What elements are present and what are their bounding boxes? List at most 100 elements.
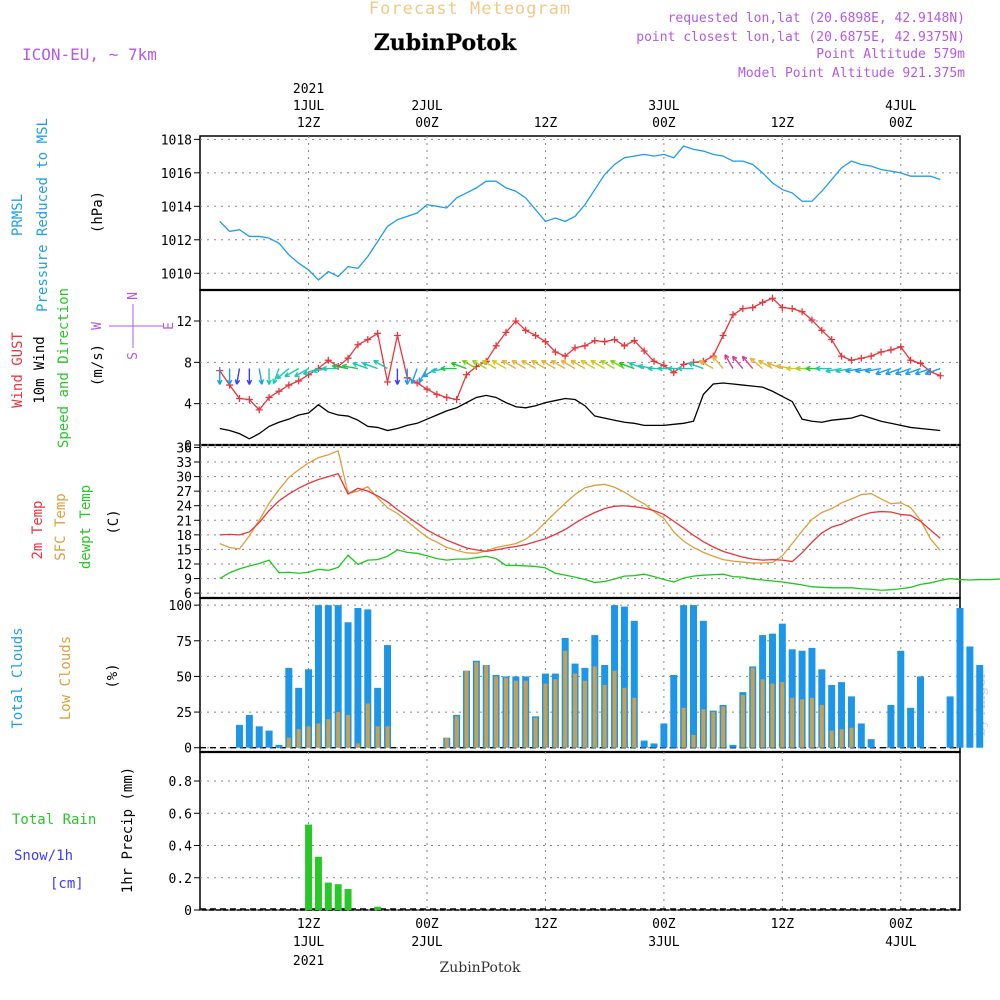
y-tick-label: 15 bbox=[176, 543, 192, 558]
y-tick-label: 0.6 bbox=[169, 807, 192, 822]
low-cloud-bar bbox=[484, 665, 489, 748]
gust-marker bbox=[453, 396, 461, 404]
top-day-label: 1JUL bbox=[293, 99, 324, 114]
top-hour-label: 12Z bbox=[771, 116, 795, 131]
total-cloud-bar bbox=[690, 605, 698, 748]
total-cloud-bar bbox=[847, 696, 855, 748]
gust-marker bbox=[344, 354, 352, 362]
low-cloud-bar bbox=[691, 734, 696, 748]
y-tick-label: 0.8 bbox=[169, 775, 192, 790]
total-cloud-bar bbox=[255, 726, 263, 748]
total-cloud-bar bbox=[374, 687, 382, 748]
total-cloud-bar bbox=[867, 739, 875, 748]
bottom-year-label: 2021 bbox=[293, 954, 324, 969]
wind-arrow bbox=[609, 359, 625, 370]
low-cloud-bar bbox=[543, 683, 548, 748]
bottom-location: ZubinPotok bbox=[439, 960, 521, 976]
wind-arrow bbox=[618, 361, 635, 370]
bottom-day-label: 3JUL bbox=[648, 935, 679, 950]
low-cloud-bar bbox=[809, 697, 814, 748]
total-cloud-bar bbox=[265, 730, 273, 748]
wind10-label: 10m Wind bbox=[32, 336, 48, 403]
top-hour-label: 00Z bbox=[652, 116, 676, 131]
bottom-day-label: 4JUL bbox=[885, 935, 916, 950]
low-cloud-bar bbox=[553, 679, 558, 748]
y-tick-label: 6 bbox=[184, 587, 192, 602]
wind-arrow bbox=[531, 359, 546, 370]
gust-marker bbox=[857, 354, 865, 362]
rain-bar bbox=[305, 824, 313, 910]
gust-marker bbox=[818, 326, 826, 334]
total-cloud-bar bbox=[680, 605, 688, 748]
wind-arrow bbox=[491, 359, 507, 370]
low-cloud-bar bbox=[454, 716, 459, 748]
low-cloud-bar bbox=[800, 699, 805, 748]
top-year-label: 2021 bbox=[293, 82, 324, 97]
total-cloud-bar bbox=[334, 605, 342, 748]
rain-bar bbox=[324, 882, 332, 910]
low-cloud-bar bbox=[513, 680, 518, 748]
gust-marker bbox=[285, 381, 293, 389]
y-tick-label: 9 bbox=[184, 573, 192, 588]
low-cloud-bar bbox=[582, 680, 587, 748]
wind-arrow bbox=[895, 367, 911, 376]
dewpt-line bbox=[219, 549, 1000, 591]
gust-marker bbox=[561, 352, 569, 360]
point-altitude: Point Altitude 579m bbox=[816, 47, 965, 62]
low-cloud-bar bbox=[829, 730, 834, 748]
bottom-day-label: 1JUL bbox=[293, 935, 324, 950]
snow-label: Snow/1h bbox=[14, 848, 73, 864]
wind-arrow bbox=[410, 368, 418, 385]
low-cloud-bar bbox=[632, 697, 637, 748]
gust-marker bbox=[324, 356, 332, 364]
wind-arrow bbox=[284, 367, 300, 378]
low-cloud-bar bbox=[444, 737, 449, 748]
top-hour-label: 00Z bbox=[415, 116, 439, 131]
low-cloud-bar bbox=[612, 670, 617, 748]
total-cloud-bar bbox=[838, 682, 846, 748]
gust-marker bbox=[502, 328, 510, 336]
gust-marker bbox=[887, 346, 895, 354]
total-cloud-bar bbox=[887, 704, 895, 748]
panel-frame bbox=[199, 597, 961, 753]
y-tick-label: 30 bbox=[176, 471, 192, 486]
faded-title: Forecast Meteogram bbox=[369, 0, 571, 19]
gust-marker bbox=[541, 338, 549, 346]
wind-arrow bbox=[511, 359, 527, 370]
low-cloud-bar bbox=[336, 712, 341, 748]
low-cloud-bar bbox=[286, 737, 291, 748]
panel-frame bbox=[199, 135, 961, 291]
rain-bar bbox=[334, 884, 342, 910]
t2m-line bbox=[219, 472, 941, 563]
wind-speed-line bbox=[219, 382, 941, 440]
gust-marker bbox=[660, 361, 668, 369]
low-cloud-bar bbox=[346, 714, 351, 748]
low-cloud-bar bbox=[790, 697, 795, 748]
total-cloud-bar bbox=[650, 743, 658, 748]
gust-marker bbox=[492, 342, 500, 350]
gust-marker bbox=[275, 387, 283, 395]
wind-arrow bbox=[590, 359, 606, 370]
gust-marker bbox=[650, 357, 658, 365]
gust-marker bbox=[433, 390, 441, 398]
low-cloud-bar bbox=[721, 706, 726, 748]
gust-marker bbox=[512, 317, 520, 325]
total-cloud-bar bbox=[699, 620, 707, 748]
bottom-hour-label: 12Z bbox=[771, 917, 795, 932]
total-cloud-bar bbox=[660, 723, 668, 748]
gust-marker bbox=[611, 336, 619, 344]
gust-marker bbox=[295, 377, 303, 385]
gust-marker bbox=[759, 298, 767, 306]
total-cloud-bar bbox=[344, 622, 352, 748]
compass-west: W bbox=[90, 322, 105, 330]
low-cloud-bar bbox=[296, 729, 301, 748]
low-cloud-bar bbox=[573, 673, 578, 748]
gust-marker bbox=[739, 305, 747, 313]
low-cloud-bar bbox=[740, 694, 745, 748]
wind-arrow bbox=[352, 361, 369, 370]
total-cloud-bar bbox=[857, 723, 865, 748]
wind-arrow bbox=[501, 359, 517, 370]
low-cloud-bar bbox=[681, 707, 686, 748]
panel-frame bbox=[199, 289, 961, 446]
gust-marker bbox=[907, 356, 915, 364]
